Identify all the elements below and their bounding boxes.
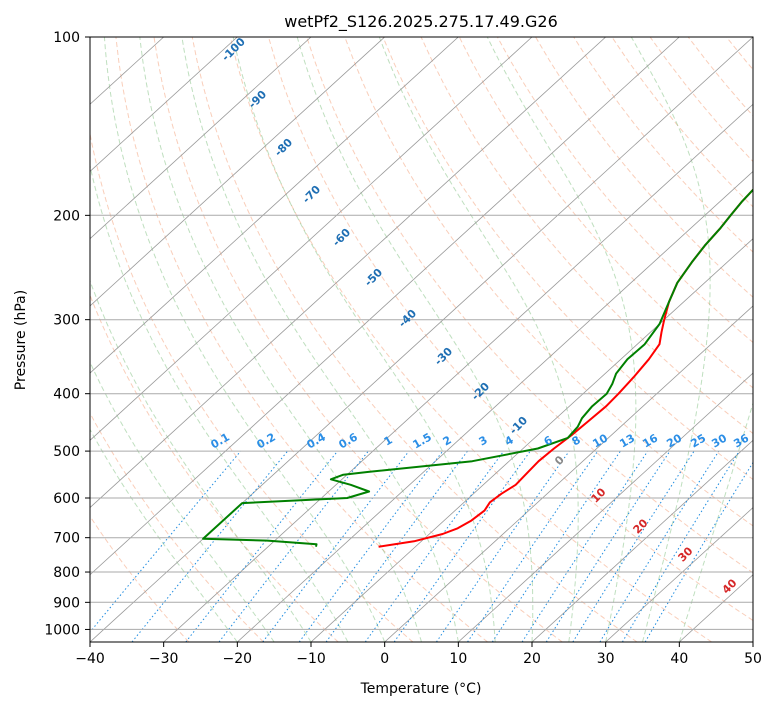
isotherm [237,170,753,642]
temperature-line [378,188,753,548]
moist-adiabat [678,401,753,642]
dry-adiabat [90,412,264,642]
x-tick-label: −10 [296,651,326,667]
dry-adiabat [115,37,488,642]
moist-adiabat [232,37,496,642]
x-axis: −40 −30 −20 −10 0 10 20 30 40 50 [75,642,762,667]
dry-adiabat [535,37,753,298]
isotherm [605,507,753,642]
y-tick-label: 900 [53,595,80,611]
x-tick-label: 40 [670,651,688,667]
moist-adiabat [90,361,275,642]
y-tick-label: 500 [53,444,80,460]
dry-adiabat [153,37,563,642]
dry-adiabat [382,37,753,481]
mixing-ratio-line [185,450,338,642]
isotherm [90,37,238,172]
moist-adiabat [90,428,238,642]
moist-adiabat [181,37,459,642]
y-axis: 100 200 300 400 500 600 700 800 900 1000 [44,30,90,638]
moist-adiabat [296,37,534,642]
x-axis-label: Temperature (°C) [360,681,482,697]
mixing-ratio-line [621,450,740,642]
mixing-ratio-line [435,450,570,642]
moist-adiabat [378,37,579,642]
dry-adiabat [420,37,753,435]
isotherm [531,439,753,642]
y-tick-label: 800 [53,565,80,581]
y-tick-label: 700 [53,531,80,547]
mixing-ratio-line [325,450,468,642]
dry-adiabat [268,37,753,622]
dry-adiabat [306,37,753,574]
mixing-ratio-line [364,450,505,642]
isotherm [90,37,606,509]
pressure-grid [90,37,753,630]
profiles [202,188,753,548]
mixing-ratio-line [521,450,649,642]
y-tick-label: 400 [53,387,80,403]
y-axis-label: Pressure (hPa) [13,290,29,390]
mixing-ratio-line [572,450,695,642]
dewpoint-line [202,188,753,547]
background-lines [90,37,753,642]
isotherm [458,372,753,642]
mixing-ratio-line [90,450,242,633]
y-tick-label: 100 [53,30,80,46]
isotherm [384,305,753,642]
x-tick-label: 50 [744,651,762,667]
y-tick-label: 200 [53,208,80,224]
mixing-ratio-line [467,450,599,642]
moist-adiabat [486,37,637,642]
isotherm [90,37,533,441]
mixing-ratio-line [131,450,288,642]
x-tick-label: 0 [380,651,389,667]
mixing-ratio-line [262,450,410,642]
dry-adiabat [191,37,638,642]
dry-adiabat [229,37,712,642]
isotherm [310,238,753,642]
isotherm [90,37,680,576]
x-tick-label: 30 [597,651,615,667]
moist-adiabat [90,163,349,642]
y-tick-label: 1000 [44,622,80,638]
moist-adiabat [139,37,422,642]
mixing-ratio-line [545,450,671,642]
x-tick-label: −20 [223,651,253,667]
x-tick-label: −30 [149,651,179,667]
y-tick-label: 600 [53,491,80,507]
y-tick-label: 300 [53,313,80,329]
dry-adiabat [496,37,753,344]
isotherm [90,37,459,374]
isotherm [90,37,385,307]
moist-adiabat [630,37,711,642]
mixing-ratio-line [491,450,621,642]
isotherm [90,37,312,240]
mixing-ratio-line [298,450,444,642]
plot-frame [89,36,754,643]
x-tick-label: 20 [523,651,541,667]
x-tick-label: −40 [75,651,105,667]
chart-title: wetPf2_S126.2025.275.17.49.G26 [284,12,558,32]
isotherm [90,37,753,642]
x-tick-label: 10 [449,651,467,667]
